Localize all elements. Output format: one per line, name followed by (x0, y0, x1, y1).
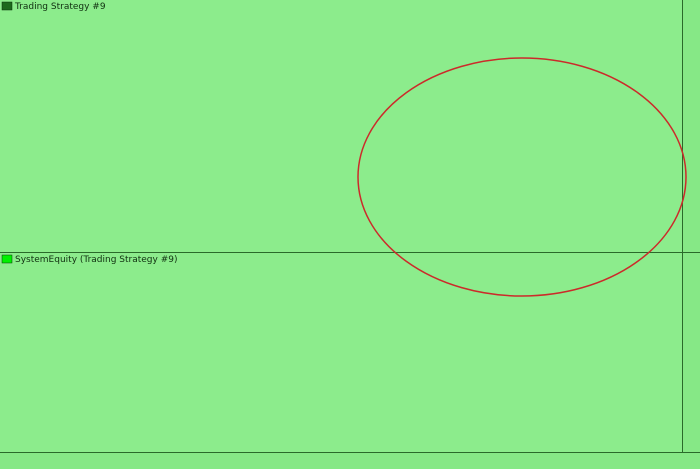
equity-panel (0, 253, 682, 452)
chart-title: Trading Strategy #9 (14, 2, 106, 12)
chart-title: SystemEquity (Trading Strategy #9) (15, 255, 177, 265)
title-swatch (1, 254, 13, 264)
title-swatch (1, 1, 13, 11)
price-panel (0, 0, 682, 252)
highlight-ellipse (357, 57, 687, 297)
